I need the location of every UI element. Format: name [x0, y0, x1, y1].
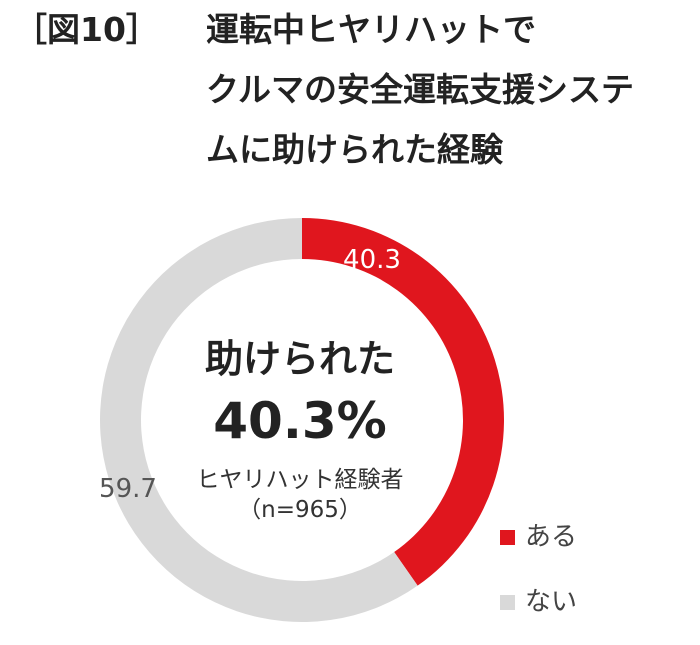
center-base-label: ヒヤリハット経験者 — [196, 467, 404, 493]
figure-number: ［図10］ — [14, 10, 159, 49]
slice-aru — [302, 218, 504, 586]
legend-label-nai: ない — [525, 587, 578, 617]
chart-title-line-3: ムに助けられた経験 — [206, 130, 503, 169]
legend-item-nai: ない — [500, 587, 577, 617]
slice-nai — [99, 218, 418, 622]
legend-item-aru: ある — [500, 522, 577, 552]
center-sample-size: （n=965） — [238, 497, 362, 523]
legend-swatch-aru — [500, 529, 515, 545]
legend-swatch-nai — [500, 594, 515, 610]
chart-title-line-2: クルマの安全運転支援システ — [206, 70, 635, 109]
center-value: 40.3% — [213, 392, 387, 450]
legend-label-aru: ある — [525, 522, 578, 552]
data-label-nai: 59.7 — [99, 474, 157, 504]
chart-title-line-1: 運転中ヒヤリハットで — [206, 10, 536, 49]
center-label: 助けられた — [204, 337, 395, 381]
data-label-aru: 40.3 — [343, 245, 401, 275]
